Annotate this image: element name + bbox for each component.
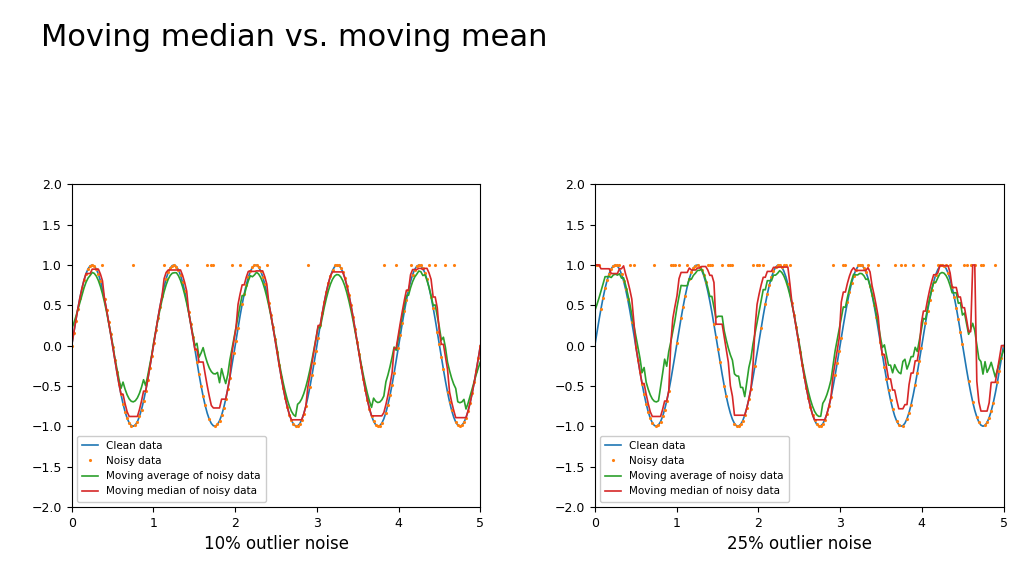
Moving median of noisy data <box>965 328 977 335</box>
Clean data <box>615 271 628 278</box>
Noisy data <box>589 262 601 268</box>
Moving average of noisy data <box>981 369 993 376</box>
Moving average of noisy data <box>812 413 824 420</box>
Moving median of noisy data <box>66 342 78 349</box>
Noisy data <box>613 262 626 268</box>
Moving average of noisy data <box>443 367 456 374</box>
Moving median of noisy data <box>697 263 710 270</box>
Clean data <box>997 342 1010 349</box>
Legend: Clean data, Noisy data, Moving average of noisy data, Moving median of noisy dat: Clean data, Noisy data, Moving average o… <box>77 435 266 502</box>
Moving median of noisy data <box>997 342 1010 349</box>
Clean data <box>176 279 188 286</box>
Text: Moving median vs. moving mean: Moving median vs. moving mean <box>41 23 548 52</box>
Clean data <box>66 342 78 349</box>
Moving average of noisy data <box>695 266 708 272</box>
Noisy data <box>650 423 663 430</box>
Moving average of noisy data <box>413 268 425 275</box>
Moving average of noisy data <box>458 396 470 403</box>
Clean data <box>667 365 679 372</box>
Moving median of noisy data <box>979 408 991 415</box>
Clean data <box>454 423 466 430</box>
Line: Noisy data: Noisy data <box>593 263 1006 428</box>
Moving average of noisy data <box>665 339 677 346</box>
Moving average of noisy data <box>967 320 979 327</box>
Line: Noisy data: Noisy data <box>70 263 482 428</box>
Moving median of noisy data <box>90 266 102 272</box>
Noisy data <box>474 342 486 349</box>
Moving median of noisy data <box>413 265 425 272</box>
Moving median of noisy data <box>605 270 617 277</box>
Moving median of noisy data <box>613 266 626 272</box>
Clean data <box>458 419 470 426</box>
Moving average of noisy data <box>699 276 712 283</box>
Moving median of noisy data <box>141 377 154 384</box>
Moving median of noisy data <box>589 262 601 268</box>
Moving median of noisy data <box>174 267 186 274</box>
Noisy data <box>979 422 991 429</box>
Clean data <box>977 423 989 430</box>
Clean data <box>589 342 601 349</box>
Noisy data <box>96 262 109 268</box>
Moving median of noisy data <box>82 270 94 277</box>
Line: Moving median of noisy data: Moving median of noisy data <box>72 268 480 420</box>
Noisy data <box>454 423 466 430</box>
Legend: Clean data, Noisy data, Moving average of noisy data, Moving median of noisy dat: Clean data, Noisy data, Moving average o… <box>600 435 788 502</box>
Noisy data <box>605 266 617 272</box>
Moving median of noisy data <box>474 342 486 349</box>
Noisy data <box>66 342 78 349</box>
X-axis label: 10% outlier noise: 10% outlier noise <box>204 535 348 553</box>
Line: Moving median of noisy data: Moving median of noisy data <box>595 265 1004 420</box>
Noisy data <box>667 262 679 268</box>
Noisy data <box>997 342 1010 349</box>
Noisy data <box>965 262 977 268</box>
Moving median of noisy data <box>665 340 677 347</box>
Noisy data <box>143 365 156 372</box>
Clean data <box>441 389 454 396</box>
Moving median of noisy data <box>458 414 470 421</box>
Line: Moving average of noisy data: Moving average of noisy data <box>72 271 480 416</box>
Moving median of noisy data <box>808 416 820 423</box>
Clean data <box>86 262 98 268</box>
Line: Clean data: Clean data <box>72 265 480 426</box>
X-axis label: 25% outlier noise: 25% outlier noise <box>727 535 871 553</box>
Moving average of noisy data <box>82 275 94 282</box>
Noisy data <box>458 419 470 426</box>
Noisy data <box>441 389 454 396</box>
Moving average of noisy data <box>66 326 78 333</box>
Noisy data <box>82 266 94 272</box>
Moving average of noisy data <box>605 274 617 281</box>
Moving average of noisy data <box>90 272 102 279</box>
Moving average of noisy data <box>474 358 486 365</box>
Clean data <box>609 262 622 268</box>
Moving median of noisy data <box>443 389 456 396</box>
Line: Clean data: Clean data <box>595 265 1004 426</box>
Noisy data <box>699 279 712 286</box>
Moving average of noisy data <box>174 277 186 284</box>
Clean data <box>699 279 712 286</box>
Moving average of noisy data <box>613 270 626 277</box>
Noisy data <box>90 266 102 272</box>
Moving average of noisy data <box>997 347 1010 354</box>
Moving median of noisy data <box>286 416 298 423</box>
Clean data <box>82 266 94 272</box>
Clean data <box>605 266 617 272</box>
Clean data <box>981 419 993 426</box>
Clean data <box>965 389 977 396</box>
Moving average of noisy data <box>141 373 154 380</box>
Noisy data <box>176 279 188 286</box>
Clean data <box>92 271 104 278</box>
Clean data <box>143 365 156 372</box>
Moving average of noisy data <box>589 307 601 314</box>
Moving average of noisy data <box>290 413 302 420</box>
Line: Moving average of noisy data: Moving average of noisy data <box>595 269 1004 416</box>
Clean data <box>474 342 486 349</box>
